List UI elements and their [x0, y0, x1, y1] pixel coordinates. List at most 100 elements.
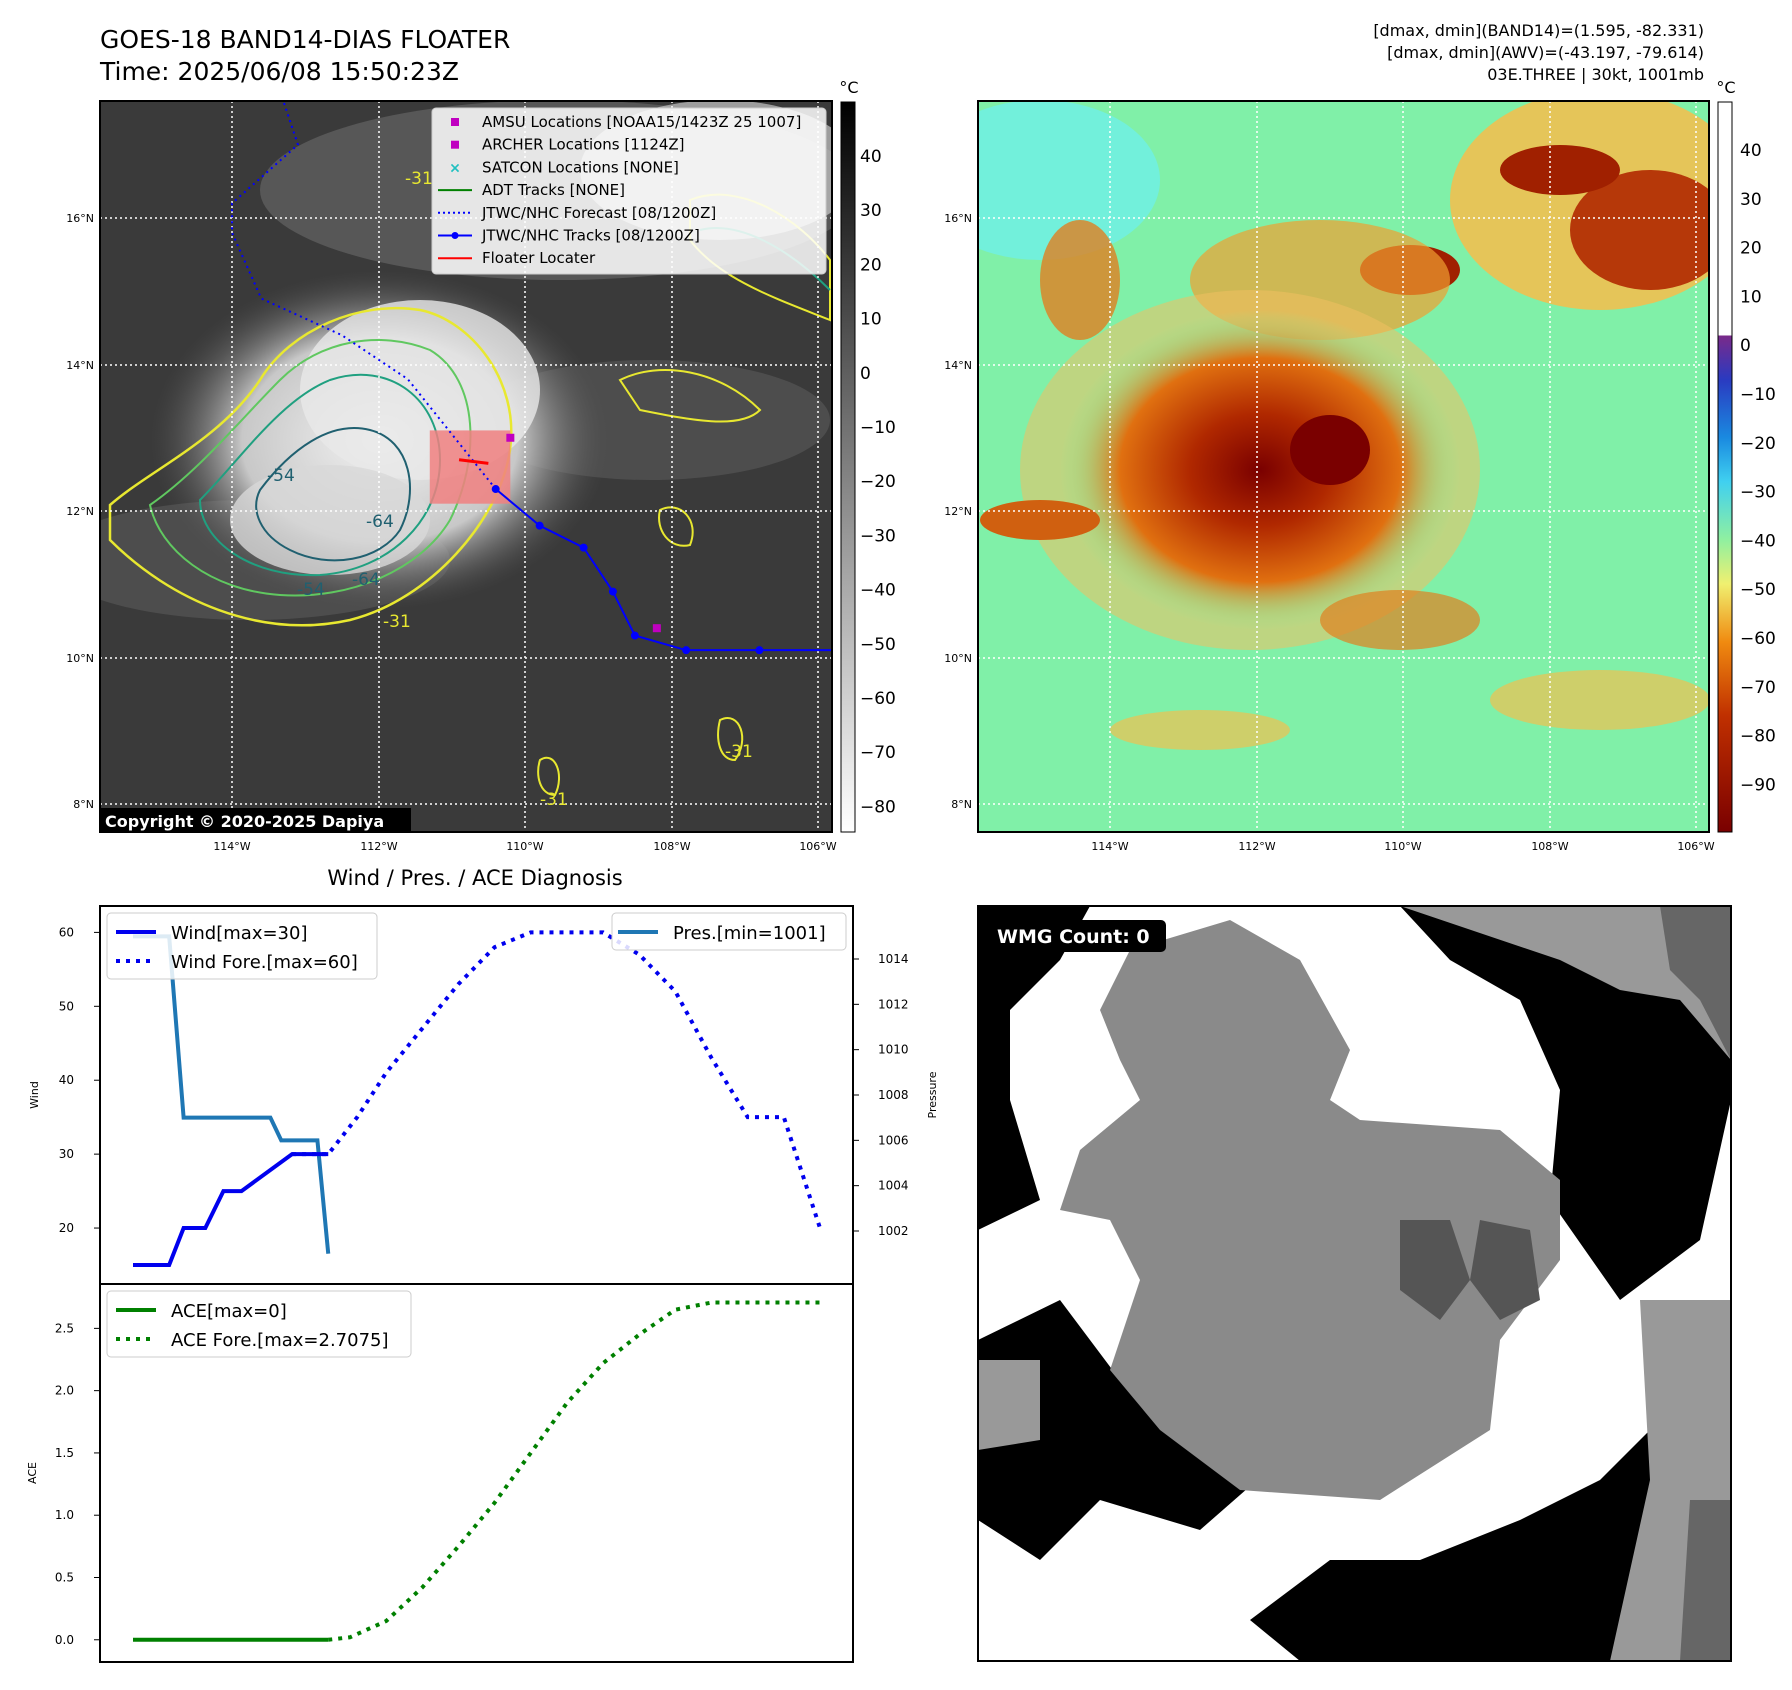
- legend-wind-label: Wind[max=30]: [171, 923, 308, 944]
- lat-label: 8°N: [951, 798, 972, 811]
- lon-label: 112°W: [360, 840, 397, 853]
- ir-map-frame: [99, 100, 833, 833]
- forecast-track-line: [231, 101, 497, 490]
- pressure-tick-label: 1012: [878, 997, 909, 1011]
- colorbar-tick: −60: [860, 689, 896, 709]
- ace-forecast-line: [328, 1300, 820, 1642]
- storm-info: [dmax, dmin](BAND14)=(1.595, -82.331) [d…: [1373, 21, 1704, 84]
- colorbar-tick: −70: [860, 743, 896, 763]
- colorbar-tick: 20: [1740, 239, 1762, 259]
- ir-lon-labels: 114°W 112°W 110°W 108°W 106°W: [213, 840, 836, 853]
- ace-tick-label: 2.5: [55, 1321, 74, 1335]
- colorbar-tick: −10: [1740, 385, 1776, 405]
- wind-ticks: 60 50 40 30 20: [59, 925, 100, 1235]
- lon-label: 114°W: [213, 840, 250, 853]
- wind-legend: Wind[max=30] Wind Fore.[max=60] Pres.[mi…: [106, 912, 847, 980]
- track-point: [682, 646, 691, 655]
- wind-tick-label: 50: [59, 999, 74, 1013]
- pressure-line: [133, 934, 331, 1254]
- lat-label: 16°N: [944, 212, 972, 225]
- colorbar-tick: −60: [1740, 629, 1776, 649]
- magenta-square-icon: [451, 140, 459, 149]
- track-point: [755, 646, 764, 655]
- colorbar-tick: 30: [1740, 190, 1762, 210]
- archer-marker: [506, 433, 515, 442]
- pressure-axis-label: Pressure: [926, 1071, 939, 1118]
- floater-box: [429, 430, 511, 504]
- awv-map: °C 403020100−10−20−30−40−50−60−70−80−90 …: [944, 78, 1776, 853]
- lon-label: 106°W: [1677, 840, 1714, 853]
- legend-ace-label: ACE[max=0]: [171, 1301, 287, 1322]
- wmg-count-badge: [988, 920, 1166, 952]
- ace-tick-label: 0.0: [55, 1633, 74, 1647]
- track-line: [495, 488, 832, 652]
- lon-label: 108°W: [653, 840, 690, 853]
- colorbar-tick: 0: [1740, 336, 1751, 356]
- ir-legend: AMSU Locations [NOAA15/1423Z 25 1007] ARC…: [431, 107, 827, 275]
- magenta-square-icon: [451, 118, 459, 126]
- pressure-tick-label: 1004: [878, 1179, 909, 1193]
- cyan-x-icon: ×: [449, 160, 461, 176]
- ir-track-overlay: [231, 101, 832, 655]
- colorbar-tick: −80: [1740, 727, 1776, 747]
- amsu-marker: [652, 624, 661, 633]
- floater-locater-line: [458, 458, 489, 465]
- colorbar-tick: −30: [1740, 483, 1776, 503]
- legend-pres-label: Pres.[min=1001]: [673, 923, 826, 944]
- ace-tick-label: 0.5: [55, 1570, 74, 1584]
- wind-tick-label: 20: [59, 1221, 74, 1235]
- colorbar-tick: 10: [860, 310, 882, 330]
- awv-storm-core: [1060, 310, 1460, 630]
- wind-pressure-chart: Wind Pressure 60 50 40 30 20 1014 1012 1010 100…: [28, 905, 939, 1285]
- lat-label: 8°N: [73, 798, 94, 811]
- legend-label: JTWC/NHC Forecast [08/1200Z]: [481, 204, 716, 222]
- contour-label: -31: [405, 169, 433, 189]
- legend-label: SATCON Locations [NONE]: [482, 158, 679, 176]
- ace-ticks: 2.5 2.0 1.5 1.0 0.5 0.0: [55, 1321, 100, 1647]
- contour-label: -54: [267, 466, 295, 486]
- pressure-tick-label: 1002: [878, 1224, 909, 1238]
- pressure-ticks: 1014 1012 1010 1008 1006 1004 1002: [853, 952, 909, 1238]
- contour-label: -54: [297, 580, 325, 600]
- ir-contour-labels: -54 -64 -54 -64 -31 -31 -31 -31: [267, 169, 753, 810]
- legend-label: AMSU Locations [NOAA15/1423Z 25 1007]: [482, 113, 801, 131]
- lon-label: 110°W: [506, 840, 543, 853]
- contour-41: [148, 339, 472, 597]
- track-point: [535, 521, 544, 530]
- wind-tick-label: 40: [59, 1073, 74, 1087]
- contour-31: [108, 306, 513, 627]
- colorbar-tick: −90: [1740, 775, 1776, 795]
- colorbar-tick: −50: [1740, 580, 1776, 600]
- colorbar-tick: 40: [1740, 141, 1762, 161]
- ir-colorbar-unit: °C: [839, 78, 858, 97]
- wmg-panel: WMG Count: 0: [977, 905, 1732, 1662]
- colorbar-tick: 30: [860, 201, 882, 221]
- contour-label: -64: [352, 570, 380, 590]
- diag-title: Wind / Pres. / ACE Diagnosis: [327, 866, 622, 890]
- colorbar-tick: −40: [860, 581, 896, 601]
- lat-label: 14°N: [66, 359, 94, 372]
- ir-lat-labels: 16°N 14°N 12°N 10°N 8°N: [66, 212, 94, 811]
- pressure-tick-label: 1010: [878, 1043, 909, 1057]
- colorbar-tick: 20: [860, 255, 882, 275]
- colorbar-tick: −80: [860, 797, 896, 817]
- copyright-badge: [100, 808, 411, 832]
- colorbar-tick: 40: [860, 147, 882, 167]
- awv-gridlines: [978, 101, 1709, 832]
- legend-label: Floater Locater: [482, 249, 596, 267]
- awv-lat-labels: 16°N 14°N 12°N 10°N 8°N: [944, 212, 972, 811]
- wind-axis-label: Wind: [28, 1081, 41, 1109]
- legend-ace-fore-label: ACE Fore.[max=2.7075]: [171, 1330, 389, 1351]
- lon-label: 114°W: [1091, 840, 1128, 853]
- track-point: [630, 631, 639, 640]
- contour-label: -64: [366, 512, 394, 532]
- awv-map-frame: [977, 100, 1710, 833]
- legend-wind-fore-label: Wind Fore.[max=60]: [171, 952, 358, 973]
- awv-colorbar: [1717, 101, 1733, 833]
- legend-label: ADT Tracks [NONE]: [482, 181, 625, 199]
- colorbar-tick: 10: [1740, 287, 1762, 307]
- lat-label: 14°N: [944, 359, 972, 372]
- colorbar-tick: −10: [860, 418, 896, 438]
- wind-line: [133, 1152, 329, 1267]
